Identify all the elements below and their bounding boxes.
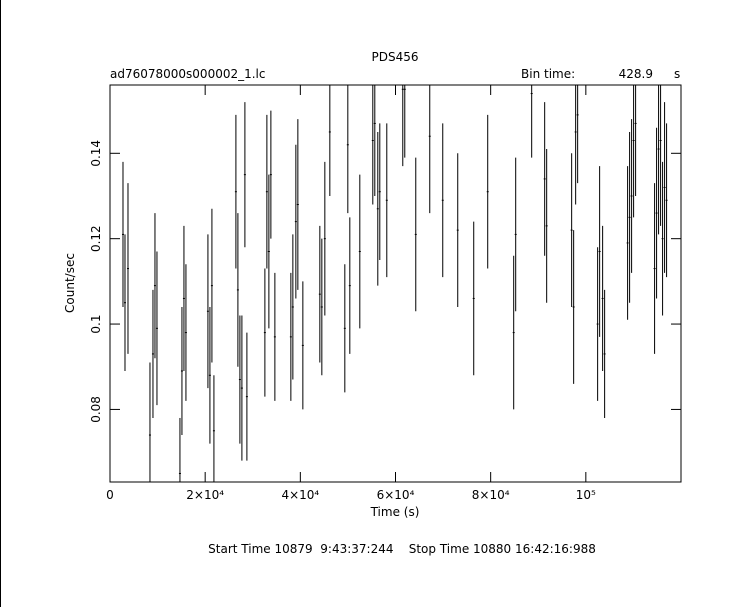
bin-time: 428.9 (619, 67, 653, 81)
bin-time-unit: s (674, 67, 680, 81)
y-tick-label: 0.12 (89, 225, 103, 252)
y-axis-label: Count/sec (63, 253, 77, 313)
x-tick-label: 10⁵ (576, 488, 596, 502)
file-name: ad76078000s000002_1.lc (110, 67, 266, 81)
plot-frame (109, 84, 682, 483)
x-tick-label: 0 (106, 488, 114, 502)
bin-time-label: Bin time: (521, 67, 575, 81)
y-tick-label: 0.14 (89, 140, 103, 167)
chart-title: PDS456 (372, 50, 419, 64)
x-axis-label: Time (s) (370, 505, 420, 519)
x-tick-label: 6×10⁴ (377, 488, 415, 502)
y-tick-label: 0.1 (89, 315, 103, 334)
y-tick-label: 0.08 (89, 396, 103, 423)
footer: Start Time 10879 9:43:37:244 Stop Time 1… (208, 542, 596, 556)
x-tick-label: 8×10⁴ (472, 488, 510, 502)
x-tick-label: 2×10⁴ (186, 488, 224, 502)
data-layer (121, 85, 668, 482)
x-tick-label: 4×10⁴ (281, 488, 319, 502)
